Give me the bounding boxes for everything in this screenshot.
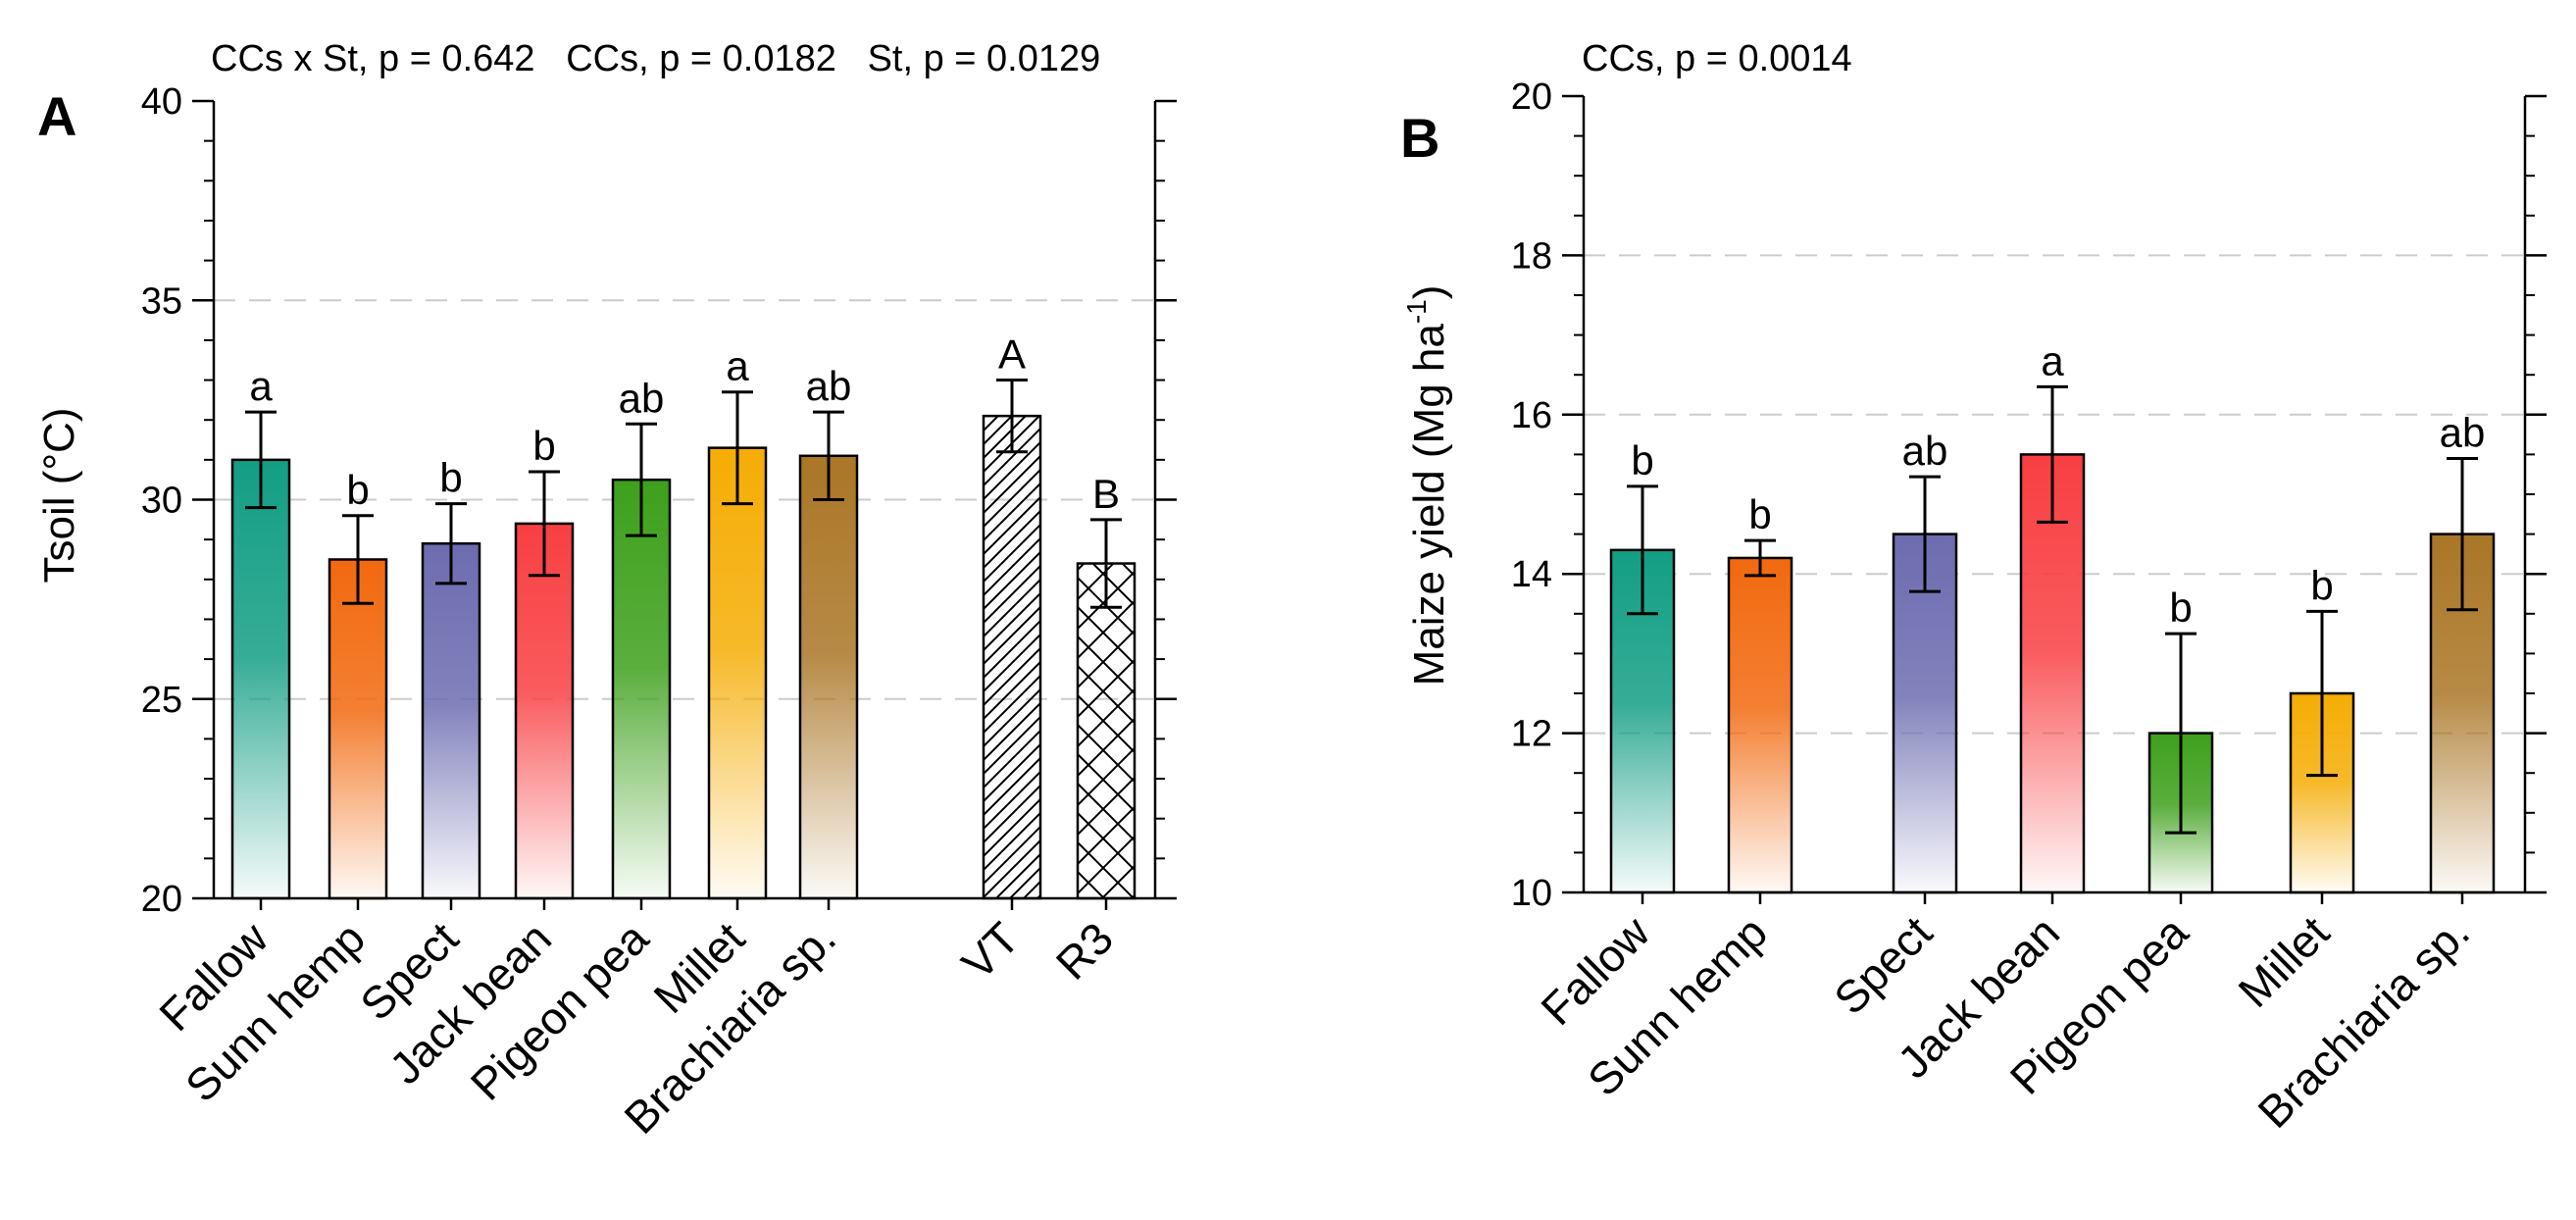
- a-ytick-label: 40: [141, 81, 182, 123]
- a-bar-r3: [1076, 562, 1136, 900]
- panel-b-stats: CCs, p = 0.0014: [1582, 38, 1852, 79]
- a-category-r3: R3: [1046, 912, 1123, 989]
- a-letter-jack-bean: b: [532, 423, 555, 469]
- b-letter-brachiaria-sp: ab: [2440, 409, 2486, 455]
- b-bar-jack-bean: [2019, 453, 2086, 894]
- a-ytick-label: 20: [141, 879, 182, 920]
- a-bar-jack-bean: [514, 522, 575, 900]
- panel-b-ylabel: Maize yield (Mg ha-1): [1401, 285, 1453, 686]
- a-bar-vt: [982, 414, 1042, 900]
- panel-a-letter: A: [37, 85, 76, 147]
- panel-b-ylabel-main: Maize yield (Mg ha: [1405, 324, 1453, 686]
- b-ytick-label: 20: [1511, 76, 1552, 118]
- b-letter-pigeon-pea: b: [2169, 585, 2192, 631]
- a-letter-fallow: a: [249, 363, 273, 409]
- a-bar-fallow: [230, 458, 291, 900]
- b-letter-millet: b: [2310, 562, 2333, 608]
- a-category-vt: VT: [952, 912, 1029, 989]
- a-letter-millet: a: [726, 343, 749, 389]
- a-letter-brachiaria-sp: ab: [806, 363, 852, 409]
- panel-a: CCs x St, p = 0.642 CCs, p = 0.0182 St, …: [35, 38, 1177, 1144]
- b-ytick-label: 10: [1511, 873, 1552, 914]
- a-bar-spect: [421, 541, 481, 900]
- b-ytick-label: 18: [1511, 235, 1552, 277]
- a-letter-pigeon-pea: ab: [619, 375, 665, 421]
- b-bar-sunn-hemp: [1727, 556, 1793, 894]
- b-category-spect: Spect: [1824, 906, 1942, 1024]
- b-letter-sunn-hemp: b: [1748, 491, 1771, 537]
- panel-a-stats: CCs x St, p = 0.642 CCs, p = 0.0182 St, …: [211, 38, 1100, 79]
- a-bar-brachiaria-sp: [798, 454, 859, 900]
- a-ytick-label: 35: [141, 280, 182, 322]
- a-ytick-label: 25: [141, 680, 182, 721]
- b-category-millet: Millet: [2228, 906, 2339, 1017]
- b-ytick-label: 16: [1511, 395, 1552, 436]
- a-bar-sunn-hemp: [328, 558, 388, 900]
- panel-b: CCs, p = 0.0014 B Maize yield (Mg ha-1) …: [1400, 38, 2547, 1138]
- a-letter-spect: b: [439, 455, 462, 501]
- b-letter-jack-bean: a: [2041, 337, 2064, 383]
- panel-a-ylabel: Tsoil (°C): [35, 408, 83, 584]
- a-bar-millet: [707, 446, 768, 900]
- panel-b-letter: B: [1400, 107, 1440, 169]
- a-letter-r3: B: [1092, 471, 1120, 517]
- a-letter-sunn-hemp: b: [346, 467, 369, 513]
- b-letter-spect: ab: [1902, 428, 1948, 474]
- a-ytick-label: 30: [141, 481, 182, 522]
- a-letter-vt: A: [998, 331, 1026, 378]
- panel-b-ylabel-close: ): [1405, 285, 1453, 300]
- b-ytick-label: 14: [1511, 554, 1552, 595]
- a-bar-pigeon-pea: [611, 478, 672, 900]
- panel-b-ylabel-sup: -1: [1401, 299, 1432, 324]
- b-letter-fallow: b: [1631, 437, 1653, 483]
- b-ytick-label: 12: [1511, 714, 1552, 755]
